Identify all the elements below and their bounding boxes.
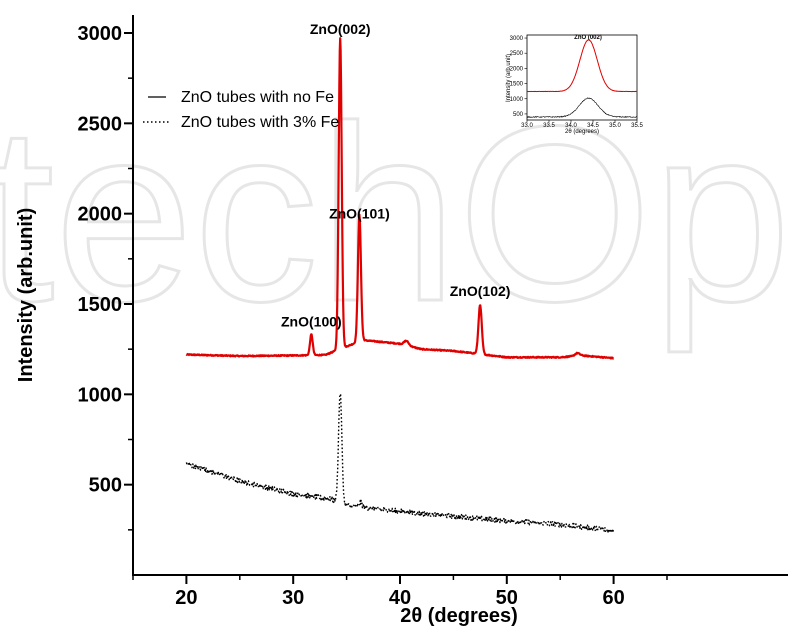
series-line-no-fe (185, 37, 615, 360)
inset-y-title: Intensity (arb.unit) (506, 54, 512, 102)
legend-label-3fe: ZnO tubes with 3% Fe (181, 114, 339, 131)
inset-y-tick-label: 2500 (510, 51, 524, 57)
inset-x-tick-label: 34.5 (587, 123, 599, 129)
inset-x-tick-label: 34.0 (565, 123, 577, 129)
inset-y-tick-label: 500 (513, 112, 524, 118)
y-tick-label: 3000 (78, 23, 123, 45)
y-tick-label: 1500 (78, 294, 123, 316)
x-tick-label: 60 (602, 587, 624, 609)
inset-x-title: 2θ (degrees) (565, 129, 599, 135)
inset-series-line (526, 97, 638, 118)
inset-series-line (526, 39, 638, 93)
x-axis-title: 2θ (degrees) (400, 605, 518, 627)
legend: ZnO tubes with no Fe ZnO tubes with 3% F… (143, 89, 339, 131)
inset-x-tick-label: 33.5 (543, 123, 555, 129)
peak-label: ZnO(002) (310, 21, 371, 37)
inset-y-tick-label: 1500 (510, 82, 524, 88)
x-tick-label: 30 (282, 587, 304, 609)
peak-annotations: ZnO(100) ZnO(002) ZnO(101) ZnO(102) (281, 21, 510, 330)
inset-y-tick-label: 1000 (510, 97, 524, 103)
peak-label: ZnO(101) (329, 205, 390, 221)
tick-layer: 20 30 40 50 60 500 1000 1500 2000 2500 3000 (78, 23, 668, 609)
peak-label: ZnO(102) (450, 283, 511, 299)
inset-frame (526, 34, 638, 121)
x-tick-label: 20 (175, 587, 197, 609)
y-tick-label: 1000 (78, 384, 123, 406)
inset-x-tick-label: 33.0 (521, 123, 533, 129)
x-tick-label: 40 (389, 587, 411, 609)
series-line-3pct-fe (185, 393, 615, 534)
inset-title: ZnO (002) (574, 35, 602, 41)
series-layer (185, 37, 615, 534)
inset-plot: 33.0 33.5 34.0 34.5 35.0 35.5 500 1000 1500 2000 2… (506, 34, 644, 135)
inset-series-layer (526, 39, 638, 118)
inset-x-tick-label: 35.0 (609, 123, 621, 129)
peak-label: ZnO(100) (281, 314, 342, 330)
y-axis-title: Intensity (arb.unit) (15, 208, 37, 382)
inset-y-tick-label: 2000 (510, 66, 524, 72)
x-tick-label: 50 (496, 587, 518, 609)
inset-tick-layer: 33.0 33.5 34.0 34.5 35.0 35.5 500 1000 1500 2000 2… (510, 36, 644, 129)
y-tick-label: 2500 (78, 113, 123, 135)
inset-y-tick-label: 3000 (510, 36, 524, 42)
axes (132, 15, 788, 576)
y-tick-label: 2000 (78, 204, 123, 226)
inset-x-tick-label: 35.5 (631, 123, 643, 129)
y-tick-label: 500 (89, 475, 122, 497)
legend-label-no-fe: ZnO tubes with no Fe (181, 89, 334, 106)
